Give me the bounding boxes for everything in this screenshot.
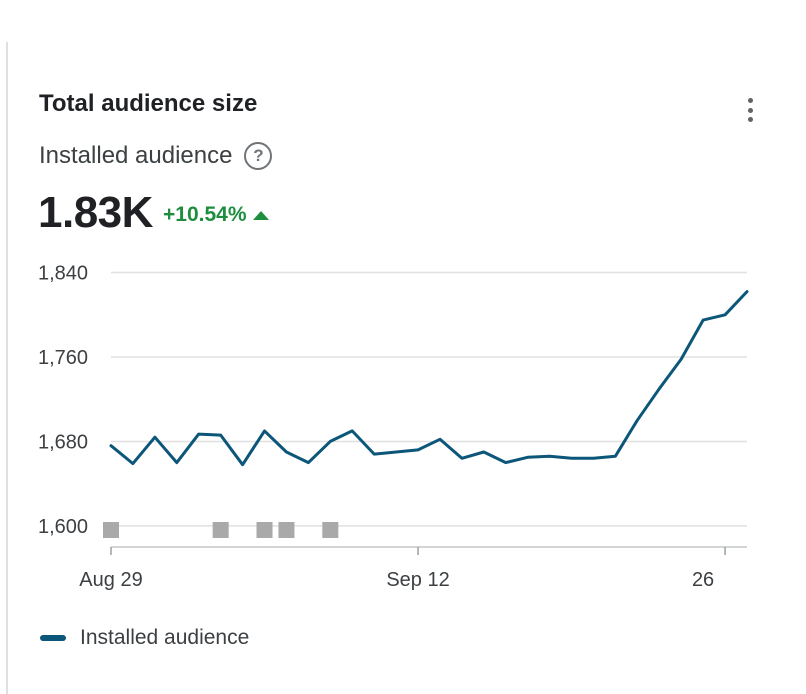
- x-tick-label: Sep 12: [386, 569, 449, 591]
- menu-dot: [747, 98, 753, 103]
- metric-value: 1.83K: [38, 188, 153, 237]
- legend-swatch: [40, 635, 66, 641]
- event-marker: [322, 522, 339, 538]
- y-tick-label: 1,760: [38, 347, 88, 369]
- card-title: Total audience size: [39, 90, 258, 117]
- event-marker: [212, 522, 229, 538]
- legend-label: Installed audience: [80, 626, 250, 649]
- help-circle-icon[interactable]: ?: [244, 142, 273, 170]
- metric-label-row: Installed audience ?: [39, 142, 273, 170]
- y-tick-label: 1,600: [38, 516, 88, 538]
- series-line-installed-audience: [109, 290, 749, 467]
- event-marker: [103, 522, 119, 538]
- y-tick-label: 1,680: [38, 431, 88, 453]
- card-border: [6, 42, 8, 694]
- metric-label: Installed audience: [39, 142, 233, 169]
- y-tick-label: 1,840: [38, 263, 88, 285]
- metric-change-value: +10.54%: [163, 203, 247, 226]
- menu-dot: [747, 107, 753, 113]
- event-marker: [256, 522, 273, 538]
- menu-dot: [747, 117, 753, 122]
- more-vert-icon[interactable]: [738, 94, 762, 126]
- x-tick-label: 26: [692, 569, 714, 591]
- chart-legend[interactable]: Installed audience: [40, 626, 249, 650]
- event-marker: [278, 522, 295, 538]
- arrow-up-icon: [252, 210, 269, 220]
- x-tick-label: Aug 29: [79, 569, 142, 591]
- metric-change: +10.54%: [163, 203, 269, 227]
